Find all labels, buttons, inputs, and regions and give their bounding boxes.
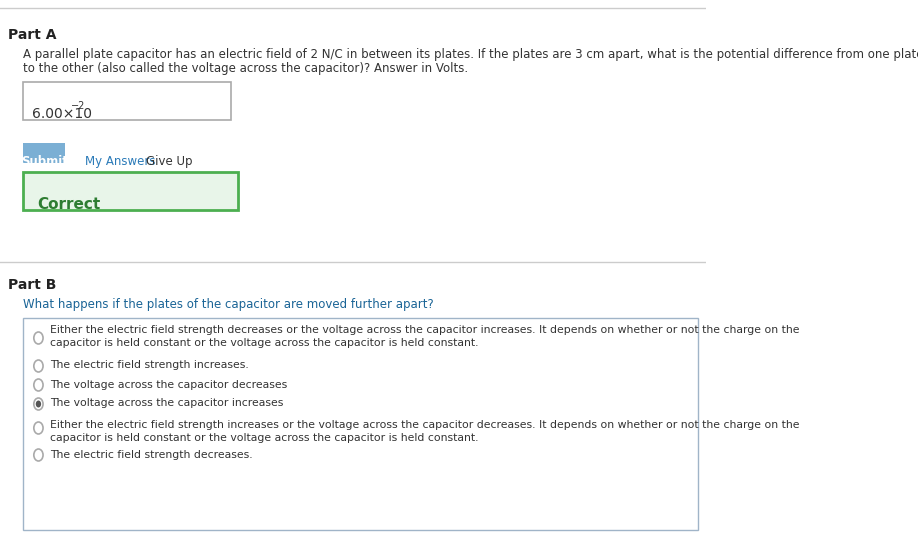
Circle shape: [34, 332, 43, 344]
Text: Part A: Part A: [7, 28, 56, 42]
Text: −2: −2: [71, 101, 85, 111]
Text: capacitor is held constant or the voltage across the capacitor is held constant.: capacitor is held constant or the voltag…: [50, 338, 478, 348]
Circle shape: [34, 449, 43, 461]
Circle shape: [34, 379, 43, 391]
Text: My Answers: My Answers: [84, 155, 155, 168]
Text: 6.00×10: 6.00×10: [32, 107, 93, 121]
Text: Correct: Correct: [37, 197, 100, 212]
Text: A parallel plate capacitor has an electric field of 2 N/C in between its plates.: A parallel plate capacitor has an electr…: [23, 48, 918, 61]
Circle shape: [36, 401, 41, 407]
Circle shape: [34, 422, 43, 434]
FancyBboxPatch shape: [23, 143, 65, 163]
Text: The electric field strength decreases.: The electric field strength decreases.: [50, 450, 252, 460]
Text: Either the electric field strength decreases or the voltage across the capacitor: Either the electric field strength decre…: [50, 325, 800, 335]
Text: Part B: Part B: [7, 278, 56, 292]
Text: Give Up: Give Up: [146, 155, 193, 168]
FancyBboxPatch shape: [23, 172, 239, 210]
Text: The voltage across the capacitor increases: The voltage across the capacitor increas…: [50, 398, 284, 408]
Text: What happens if the plates of the capacitor are moved further apart?: What happens if the plates of the capaci…: [23, 298, 434, 311]
FancyBboxPatch shape: [23, 318, 698, 530]
Text: The electric field strength increases.: The electric field strength increases.: [50, 360, 249, 370]
Text: to the other (also called the voltage across the capacitor)? Answer in Volts.: to the other (also called the voltage ac…: [23, 62, 468, 75]
Circle shape: [34, 398, 43, 410]
Text: capacitor is held constant or the voltage across the capacitor is held constant.: capacitor is held constant or the voltag…: [50, 433, 478, 443]
Text: The voltage across the capacitor decreases: The voltage across the capacitor decreas…: [50, 380, 287, 390]
Text: Either the electric field strength increases or the voltage across the capacitor: Either the electric field strength incre…: [50, 420, 800, 430]
Text: Submit: Submit: [21, 155, 68, 168]
FancyBboxPatch shape: [23, 82, 230, 120]
Circle shape: [34, 360, 43, 372]
